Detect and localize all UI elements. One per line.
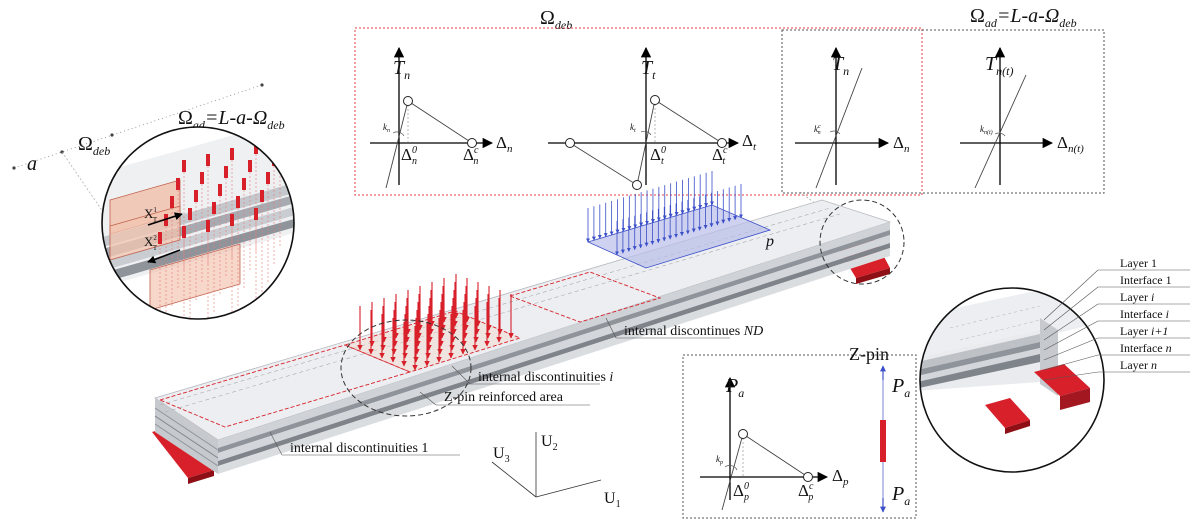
zpin bbox=[260, 190, 264, 202]
svg-text:kn(t): kn(t) bbox=[980, 124, 993, 136]
laminate-beam bbox=[152, 171, 905, 484]
zpin bbox=[188, 208, 192, 220]
zpin bbox=[266, 172, 270, 184]
zpin bbox=[224, 166, 228, 178]
zpin-force-diagram: Pa Pa bbox=[880, 365, 910, 513]
layer-leader bbox=[1043, 286, 1099, 331]
layer-label: Layer i+1 bbox=[1120, 324, 1168, 338]
layer-legend: Layer 1 Interface 1 Layer i Interface i Laye… bbox=[1043, 256, 1190, 381]
layer-label: Layer i bbox=[1120, 290, 1154, 304]
adhesive-box bbox=[781, 29, 1105, 194]
svg-text:kp: kp bbox=[716, 454, 723, 466]
svg-text:internal discontinuities i: internal discontinuities i bbox=[478, 370, 613, 385]
svg-text:U1: U1 bbox=[604, 490, 621, 510]
svg-text:X1T: X1 T bbox=[144, 206, 158, 224]
svg-text:Δt: Δt bbox=[742, 131, 757, 153]
a-label: a bbox=[27, 153, 37, 175]
svg-text:U3: U3 bbox=[493, 445, 510, 465]
svg-text:Δn: Δn bbox=[893, 133, 910, 155]
svg-text:Δct: Δc t bbox=[712, 145, 728, 167]
zpin bbox=[212, 202, 216, 214]
layer-detail-circle bbox=[919, 287, 1105, 473]
svg-text:Z-pin reinforced area: Z-pin reinforced area bbox=[444, 390, 564, 405]
law-normal-adhesive: Tn Δn kc n bbox=[795, 46, 910, 189]
svg-text:Δp: Δp bbox=[832, 466, 849, 488]
zpin bbox=[230, 214, 234, 226]
zpin bbox=[218, 184, 222, 196]
layer-leader bbox=[1043, 354, 1099, 371]
length-dimension-line bbox=[12, 83, 264, 170]
svg-text:Δ0t: Δ0 t bbox=[650, 145, 666, 167]
svg-text:Pa: Pa bbox=[891, 483, 910, 508]
svg-text:Tn: Tn bbox=[832, 53, 849, 78]
zpin bbox=[242, 178, 246, 190]
svg-text:kcn: kc n bbox=[814, 124, 821, 136]
discontinuity-1-outline bbox=[158, 344, 412, 428]
zpin-detail-circle: X1 T X2 T bbox=[101, 126, 295, 320]
svg-text:Δn(t): Δn(t) bbox=[1057, 133, 1084, 155]
zpin bbox=[236, 196, 240, 208]
layer-label: Interface i bbox=[1120, 307, 1169, 321]
layer-label: Layer 1 bbox=[1120, 256, 1157, 270]
zpin bbox=[176, 178, 180, 190]
svg-text:kn: kn bbox=[383, 122, 390, 134]
zpin bbox=[278, 136, 282, 148]
svg-text:internal discontinues ND: internal discontinues ND bbox=[624, 324, 763, 339]
omega-ad-top-label: Ωad=L-a-Ωdeb bbox=[970, 5, 1077, 30]
layer-leader bbox=[1043, 303, 1099, 341]
zpin bbox=[254, 142, 258, 154]
zpin bbox=[182, 226, 186, 238]
zpin bbox=[170, 196, 174, 208]
zpin bbox=[206, 220, 210, 232]
svg-text:Tt: Tt bbox=[641, 57, 656, 82]
svg-text:U2: U2 bbox=[541, 433, 558, 453]
zpin bbox=[206, 154, 210, 166]
zpin bbox=[182, 160, 186, 172]
zpin bbox=[200, 172, 204, 184]
discontinuity-nd-outline bbox=[508, 271, 662, 323]
svg-text:Δcn: Δc n bbox=[463, 145, 479, 167]
svg-text:Pa: Pa bbox=[891, 375, 910, 400]
zpin-title: Z-pin bbox=[849, 344, 889, 364]
svg-text:kt: kt bbox=[630, 122, 636, 134]
zpin-array bbox=[357, 274, 514, 371]
debonding-box bbox=[354, 27, 923, 196]
zpin bbox=[194, 190, 198, 202]
svg-text:X2T: X2 T bbox=[144, 234, 158, 252]
law-tangential-debond: Tt Δt kt Δ0 t Δc t bbox=[548, 46, 757, 190]
svg-text:Δcp: Δc p bbox=[798, 481, 814, 503]
svg-text:Δ0n: Δ0 n bbox=[401, 145, 417, 167]
svg-text:Pa: Pa bbox=[725, 375, 744, 400]
law-adhesive-nt: Tn(t) Δn(t) kn(t) bbox=[960, 46, 1084, 189]
zpin bbox=[254, 208, 258, 220]
nd-callout: internal discontinues ND bbox=[605, 317, 763, 339]
zpin-area-callout: Z-pin reinforced area bbox=[419, 390, 590, 406]
svg-text:Tn: Tn bbox=[393, 57, 410, 82]
svg-text:internal discontinuities 1: internal discontinuities 1 bbox=[290, 441, 428, 456]
disc-1-callout: internal discontinuities 1 bbox=[269, 431, 460, 456]
layer-leader bbox=[1043, 269, 1099, 321]
svg-text:Δ0p: Δ0 p bbox=[733, 481, 749, 503]
zpin-detail-marker bbox=[340, 319, 472, 417]
coordinate-axes: U2 U1 U3 bbox=[491, 432, 621, 510]
end-detail-marker bbox=[819, 199, 905, 285]
layer-leader bbox=[1043, 337, 1099, 361]
disc-i-callout: internal discontinuities i bbox=[451, 365, 613, 385]
law-normal-debond: Tn Δn kn Δ0 n Δc n bbox=[370, 46, 513, 189]
zpin bbox=[158, 232, 162, 244]
layer-label: Layer n bbox=[1120, 358, 1157, 372]
zpin-law-box: Pa Δp kp Δ0 p Δc p bbox=[682, 354, 917, 519]
layer-leader bbox=[1043, 371, 1099, 381]
svg-text:Δn: Δn bbox=[496, 133, 513, 155]
layer-leader bbox=[1043, 320, 1099, 351]
load-label: p bbox=[765, 233, 774, 250]
distributed-load-arrows bbox=[586, 171, 743, 256]
zpin bbox=[230, 148, 234, 160]
omega-deb-left-label: Ωdeb bbox=[78, 133, 110, 158]
layer-label: Interface n bbox=[1120, 341, 1172, 355]
layer-label: Interface 1 bbox=[1120, 273, 1172, 287]
svg-text:Tn(t): Tn(t) bbox=[985, 53, 1013, 78]
zpin bbox=[248, 160, 252, 172]
